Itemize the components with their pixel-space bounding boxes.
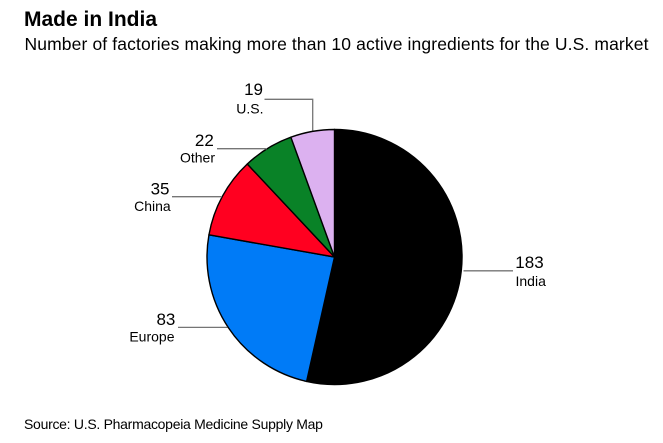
- svg-text:22: 22: [195, 131, 214, 150]
- svg-text:U.S.: U.S.: [236, 101, 263, 117]
- svg-text:Source: U.S. Pharmacopeia Medi: Source: U.S. Pharmacopeia Medicine Suppl…: [24, 416, 323, 432]
- svg-text:183: 183: [515, 253, 543, 272]
- svg-text:35: 35: [151, 179, 170, 198]
- svg-text:Europe: Europe: [129, 329, 174, 345]
- svg-text:Number of factories making mor: Number of factories making more than 10 …: [25, 34, 649, 54]
- svg-text:Made in India: Made in India: [24, 8, 157, 31]
- svg-text:83: 83: [156, 310, 175, 329]
- svg-text:China: China: [134, 198, 171, 214]
- svg-text:19: 19: [244, 80, 263, 99]
- svg-text:Other: Other: [180, 150, 215, 166]
- svg-text:India: India: [516, 273, 547, 289]
